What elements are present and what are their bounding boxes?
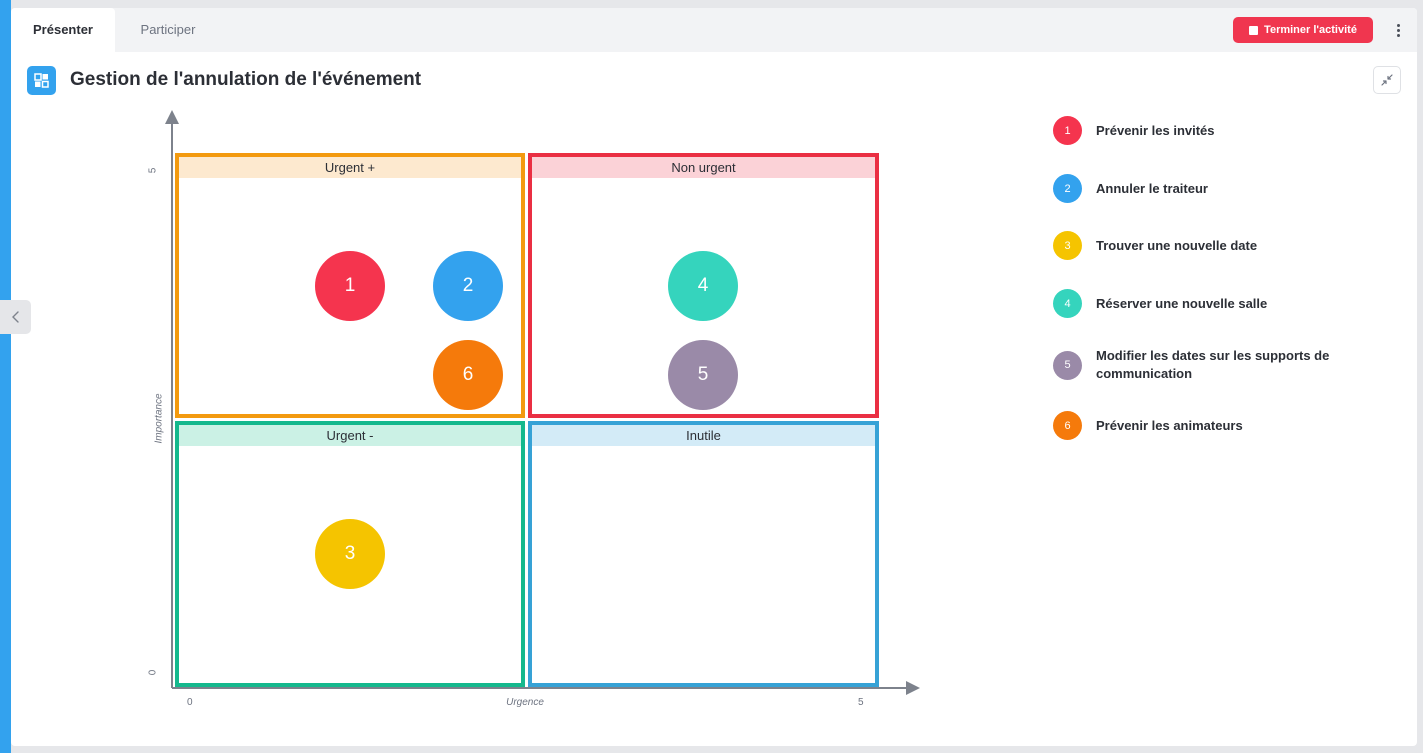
dot-icon	[1396, 28, 1400, 32]
matrix-item-bubble[interactable]: 6	[433, 340, 503, 410]
legend-item-label: Prévenir les animateurs	[1096, 417, 1243, 433]
legend-item-label: Trouver une nouvelle date	[1096, 237, 1258, 253]
legend-number-badge: 4	[1053, 289, 1082, 318]
legend-item-label: Annuler le traiteur	[1096, 180, 1208, 196]
legend-item[interactable]: 4 Réserver une nouvelle salle	[1053, 289, 1346, 318]
legend-item[interactable]: 1 Prévenir les invités	[1053, 116, 1346, 145]
matrix-item-bubble[interactable]: 2	[433, 251, 503, 321]
dot-icon	[1396, 23, 1400, 27]
legend-item[interactable]: 6 Prévenir les animateurs	[1053, 411, 1346, 440]
legend-number-badge: 1	[1053, 116, 1082, 145]
legend-item[interactable]: 3 Trouver une nouvelle date	[1053, 231, 1346, 260]
legend-number-badge: 3	[1053, 231, 1082, 260]
top-bar: Présenter Participer Terminer l'activité	[11, 8, 1417, 52]
tab-presenter[interactable]: Présenter	[11, 8, 115, 52]
legend-number-badge: 2	[1053, 174, 1082, 203]
more-options-button[interactable]	[1390, 19, 1406, 41]
legend-item-label: Modifier les dates sur les supports de c…	[1096, 348, 1330, 381]
end-activity-button[interactable]: Terminer l'activité	[1233, 17, 1373, 43]
matrix-grid-icon	[27, 66, 56, 95]
page-title: Gestion de l'annulation de l'événement	[70, 69, 422, 90]
collapse-icon	[1381, 74, 1393, 86]
end-activity-label: Terminer l'activité	[1264, 24, 1357, 36]
legend-number-badge: 5	[1053, 350, 1082, 380]
side-panel-toggle[interactable]	[0, 300, 31, 334]
collapse-button[interactable]	[1373, 66, 1401, 94]
matrix-item-bubble[interactable]: 4	[668, 251, 738, 321]
chevron-left-icon	[11, 311, 19, 323]
matrix-item-bubble[interactable]: 3	[315, 519, 385, 589]
matrix-item-bubble[interactable]: 5	[668, 340, 738, 410]
tab-participer[interactable]: Participer	[140, 22, 196, 37]
matrix-item-bubble[interactable]: 1	[315, 251, 385, 321]
left-accent-bar	[0, 0, 11, 753]
legend-item-label: Réserver une nouvelle salle	[1096, 295, 1268, 311]
dot-icon	[1396, 33, 1400, 37]
stop-icon	[1249, 25, 1259, 35]
legend-number-badge: 6	[1053, 411, 1082, 440]
legend-item[interactable]: 2 Annuler le traiteur	[1053, 174, 1346, 203]
legend-item[interactable]: 5 Modifier les dates sur les supports de…	[1053, 347, 1346, 383]
legend-item-label: Prévenir les invités	[1096, 122, 1215, 138]
